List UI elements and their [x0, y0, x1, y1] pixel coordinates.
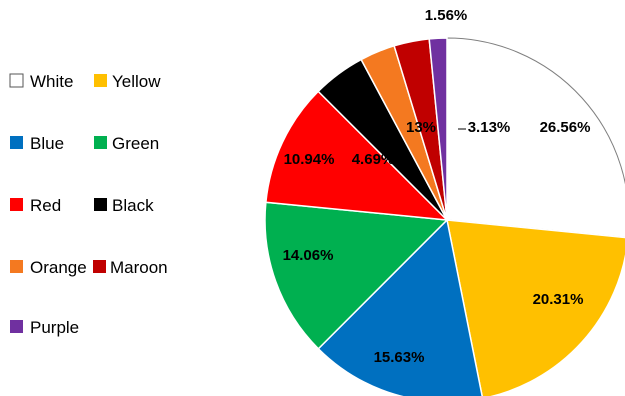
legend-item-red: Red [10, 196, 61, 215]
legend-label-green: Green [112, 134, 159, 153]
legend-item-white: White [9, 72, 73, 91]
legend-label-maroon: Maroon [110, 258, 168, 277]
pie-slice-white [446, 37, 625, 238]
data-label-purple: 1.56% [425, 7, 468, 24]
pie-slice-yellow [446, 219, 625, 396]
legend-label-purple: Purple [30, 318, 79, 337]
pie-slice-blue [317, 218, 483, 396]
legend-swatch-orange [10, 260, 23, 273]
legend-label-orange: Orange [30, 258, 87, 277]
pie-slice-purple [428, 37, 448, 221]
data-label-black: 4.69% [352, 151, 395, 168]
pie-slice-red [265, 90, 450, 221]
data-label-white: 26.56% [540, 119, 591, 136]
legend-swatch-purple [10, 320, 23, 333]
legend-label-black: Black [112, 196, 154, 215]
legend: White Yellow Blue Green Red Black Orange Maroon… [9, 72, 168, 337]
data-label-green: 14.06% [283, 247, 334, 264]
data-label-yellow: 20.31% [533, 291, 584, 308]
legend-swatch-yellow [94, 74, 107, 87]
legend-item-orange: Orange [10, 258, 87, 277]
legend-swatch-blue [10, 136, 23, 149]
legend-item-green: Green [94, 134, 159, 153]
legend-item-blue: Blue [10, 134, 64, 153]
legend-swatch-red [10, 198, 23, 211]
legend-label-blue: Blue [30, 134, 64, 153]
legend-item-maroon: Maroon [93, 258, 168, 277]
legend-swatch-white [9, 73, 24, 88]
legend-label-red: Red [30, 196, 61, 215]
legend-swatch-black [94, 198, 107, 211]
legend-item-purple: Purple [10, 318, 79, 337]
pie-slice-green [264, 201, 449, 350]
data-labels: 26.56% 20.31% 15.63% 14.06% 10.94% 4.69% 3.13%… [283, 7, 591, 366]
legend-swatch-maroon [93, 260, 106, 273]
legend-label-yellow: Yellow [112, 72, 161, 91]
legend-label-white: White [30, 72, 73, 91]
data-label-orange: 3.13% [468, 119, 511, 136]
legend-item-yellow: Yellow [94, 72, 161, 91]
legend-swatch-green [94, 136, 107, 149]
data-label-maroon: 13% [406, 119, 436, 136]
pie-slices [264, 37, 625, 396]
data-label-blue: 15.63% [374, 349, 425, 366]
data-label-red: 10.94% [284, 151, 335, 168]
legend-item-black: Black [94, 196, 154, 215]
